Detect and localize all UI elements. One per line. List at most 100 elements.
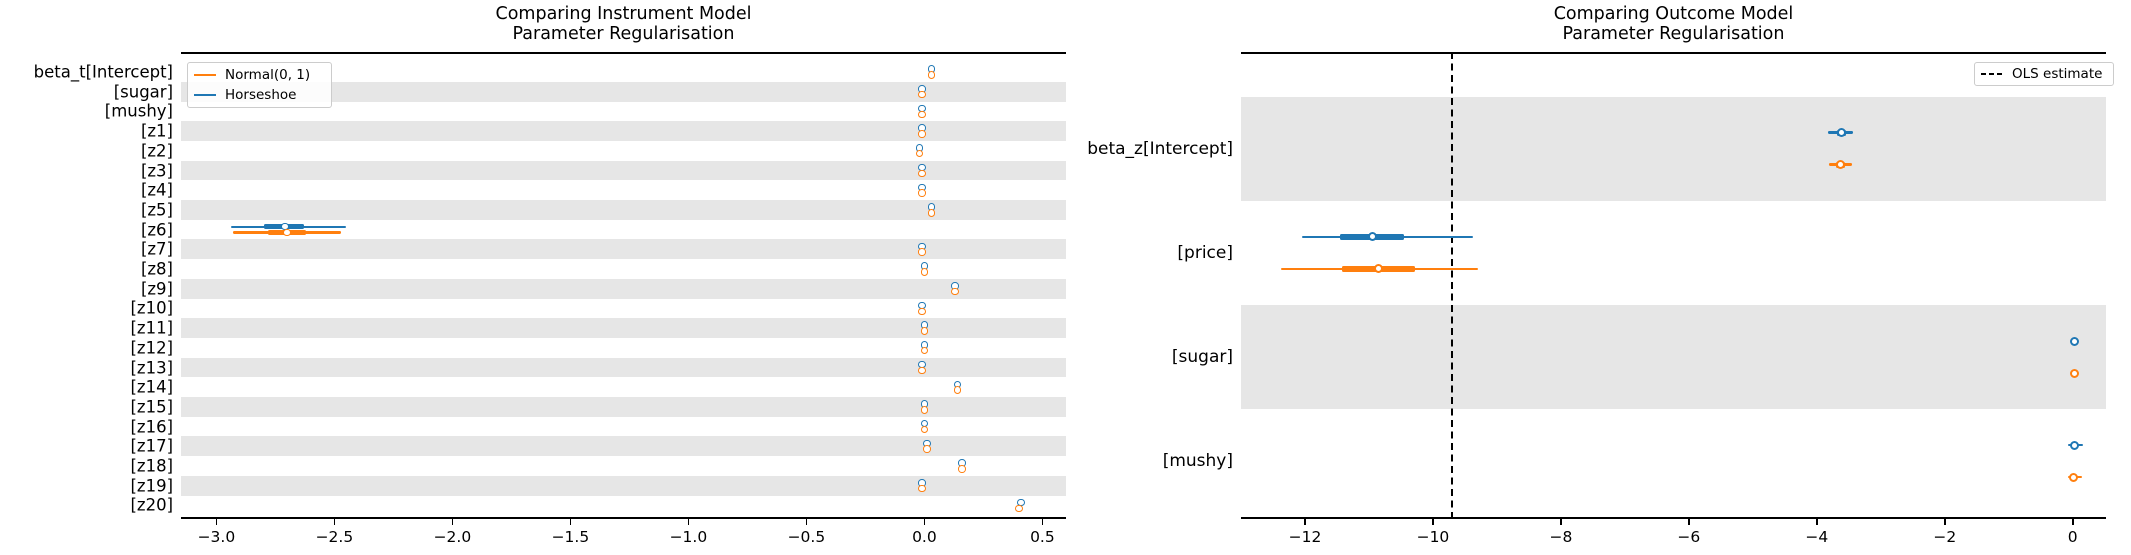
- y-axis-label: [z12]: [130, 338, 173, 358]
- y-axis-label: [z2]: [140, 141, 173, 161]
- y-axis-label: beta_z[Intercept]: [1087, 138, 1233, 159]
- horseshoe-median-marker: [2070, 440, 2080, 450]
- top-spine: [181, 52, 1066, 54]
- horseshoe-median-marker: [2070, 336, 2080, 346]
- x-tick-mark: [1688, 518, 1690, 525]
- x-tick-label: −10: [1416, 528, 1450, 546]
- y-axis-label: [z4]: [140, 180, 173, 200]
- y-axis-label: [z16]: [130, 417, 173, 437]
- horseshoe-median-marker: [1837, 128, 1847, 138]
- normal-median-marker: [918, 189, 926, 197]
- y-axis-label: [mushy]: [104, 101, 173, 121]
- row-shading-band: [181, 278, 1066, 299]
- row-shading-band: [181, 357, 1066, 378]
- x-tick-label: −8: [1549, 528, 1573, 546]
- y-axis-label: [z11]: [130, 318, 173, 338]
- plot-title-line: Parameter Regularisation: [1562, 23, 1785, 44]
- x-tick-label: 0.5: [1030, 528, 1055, 546]
- row-shading-band: [181, 200, 1066, 220]
- normal-median-marker: [1835, 160, 1845, 170]
- normal-median-marker: [1374, 264, 1384, 274]
- row-shading-band: [1241, 96, 2106, 201]
- normal-median-marker: [918, 110, 926, 119]
- x-tick-mark: [923, 518, 926, 525]
- normal-median-marker: [918, 307, 926, 316]
- y-axis-label: [z17]: [130, 436, 173, 456]
- bottom-spine: [181, 517, 1066, 519]
- x-tick-label: −1.5: [551, 528, 590, 546]
- legend-entry: OLS estimate: [1981, 64, 2107, 84]
- x-tick-mark: [2071, 518, 2074, 525]
- plot-title: Comparing Instrument Model Parameter Regu…: [181, 4, 1066, 44]
- line-swatch: [194, 93, 216, 97]
- normal-median-marker: [923, 445, 931, 453]
- normal-median-marker: [927, 209, 936, 217]
- y-axis-label: [sugar]: [113, 82, 173, 102]
- x-tick-label: 0: [2067, 528, 2078, 546]
- normal-median-marker: [918, 484, 926, 493]
- line-swatch: [194, 73, 216, 77]
- x-tick-mark: [333, 518, 336, 525]
- bottom-spine: [1241, 517, 2106, 519]
- row-shading-band: [181, 475, 1066, 496]
- x-tick-mark: [1041, 518, 1044, 525]
- plot-title: Comparing Outcome Model Parameter Regular…: [1241, 4, 2106, 44]
- x-tick-mark: [805, 518, 808, 525]
- plot-title-line: Parameter Regularisation: [512, 23, 735, 44]
- y-axis-label: [z14]: [130, 377, 173, 397]
- normal-median-marker: [1015, 504, 1023, 513]
- legend-label: Normal(0, 1): [225, 67, 311, 83]
- x-tick-label: −1.0: [669, 528, 708, 546]
- top-spine: [1241, 52, 2106, 54]
- x-tick-mark: [451, 518, 454, 525]
- normal-median-marker: [283, 228, 291, 237]
- y-axis-label: [z3]: [140, 161, 173, 180]
- row-shading-band: [181, 318, 1066, 338]
- normal-median-marker: [2068, 472, 2078, 482]
- x-tick-label: −2: [1933, 528, 1957, 546]
- normal-median-marker: [918, 248, 926, 256]
- y-axis-label: [z5]: [140, 200, 173, 220]
- x-tick-label: 0.0: [912, 528, 937, 546]
- outcome-model-plot: Comparing Outcome Model Parameter Regular…: [1030, 0, 2131, 555]
- y-axis-label: [z10]: [130, 298, 173, 318]
- x-tick-mark: [1432, 518, 1434, 525]
- x-tick-label: −6: [1677, 528, 1701, 546]
- dashed-line-swatch: [1981, 72, 2003, 76]
- normal-median-marker: [920, 327, 929, 335]
- x-tick-label: −2.5: [315, 528, 354, 546]
- ols-estimate-line: [1451, 52, 1454, 517]
- normal-median-marker: [918, 130, 926, 138]
- y-axis-label: [price]: [1177, 242, 1233, 263]
- legend-label: Horseshoe: [225, 87, 297, 103]
- normal-median-marker: [920, 425, 929, 434]
- normal-median-marker: [958, 465, 966, 473]
- x-tick-mark: [1943, 518, 1946, 525]
- normal-median-marker: [918, 169, 926, 178]
- y-axis-label: [sugar]: [1171, 347, 1233, 367]
- plot-title-line: Comparing Outcome Model: [1553, 4, 1794, 24]
- x-tick-mark: [687, 518, 690, 525]
- x-tick-label: −4: [1805, 528, 1829, 546]
- y-axis-label: [z8]: [140, 259, 173, 279]
- normal-median-marker: [920, 406, 929, 414]
- row-shading-band: [181, 160, 1066, 181]
- row-shading-band: [181, 436, 1066, 457]
- y-axis-label: [z7]: [140, 239, 173, 259]
- x-tick-label: −0.5: [787, 528, 826, 546]
- x-tick-mark: [1560, 518, 1562, 525]
- y-axis-label: [z20]: [130, 495, 173, 515]
- row-shading-band: [1241, 304, 2106, 410]
- row-shading-band: [181, 397, 1066, 417]
- legend: Normal(0, 1) Horseshoe: [187, 62, 332, 108]
- normal-median-marker: [953, 386, 962, 394]
- y-axis-label: [z19]: [130, 476, 173, 496]
- y-axis-label: [z9]: [140, 279, 173, 299]
- y-axis-label: [z13]: [130, 358, 173, 377]
- x-tick-label: −2.0: [433, 528, 472, 546]
- normal-median-marker: [920, 268, 929, 276]
- x-tick-label: −3.0: [197, 528, 236, 546]
- normal-median-marker: [918, 90, 926, 99]
- normal-median-marker: [2070, 368, 2080, 378]
